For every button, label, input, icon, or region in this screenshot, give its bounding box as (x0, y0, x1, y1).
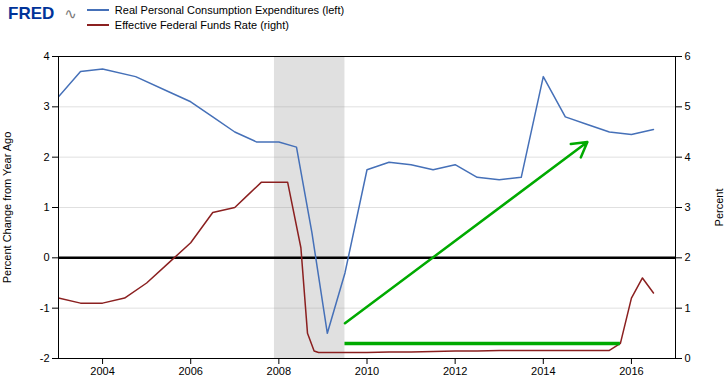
svg-text:2012: 2012 (443, 365, 467, 377)
svg-text:3: 3 (685, 201, 691, 213)
svg-text:2: 2 (43, 151, 49, 163)
svg-text:4: 4 (43, 50, 49, 62)
svg-text:Percent: Percent (713, 189, 725, 227)
svg-text:2: 2 (685, 251, 691, 263)
svg-text:2016: 2016 (619, 365, 643, 377)
html-text:Real Personal Consumption Expe: Real Personal Consumption Expenditures (… (114, 4, 345, 16)
svg-text:2010: 2010 (355, 365, 379, 377)
svg-text:2014: 2014 (531, 365, 555, 377)
svg-text:0: 0 (43, 251, 49, 263)
svg-text:0: 0 (685, 352, 691, 364)
svg-text:1: 1 (43, 201, 49, 213)
svg-text:4: 4 (685, 151, 691, 163)
svg-text:2006: 2006 (178, 365, 202, 377)
svg-text:-2: -2 (40, 352, 50, 364)
svg-text:1: 1 (685, 302, 691, 314)
html-text:FRED: FRED (8, 4, 55, 23)
svg-text:Percent Change from Year Ago: Percent Change from Year Ago (1, 132, 13, 284)
svg-text:5: 5 (685, 100, 691, 112)
svg-text:-1: -1 (40, 302, 50, 314)
svg-text:2008: 2008 (267, 365, 291, 377)
svg-text:3: 3 (43, 100, 49, 112)
svg-text:2004: 2004 (90, 365, 114, 377)
svg-text:6: 6 (685, 50, 691, 62)
html-text:Effective Federal Funds Rate (: Effective Federal Funds Rate (right) (114, 19, 289, 31)
